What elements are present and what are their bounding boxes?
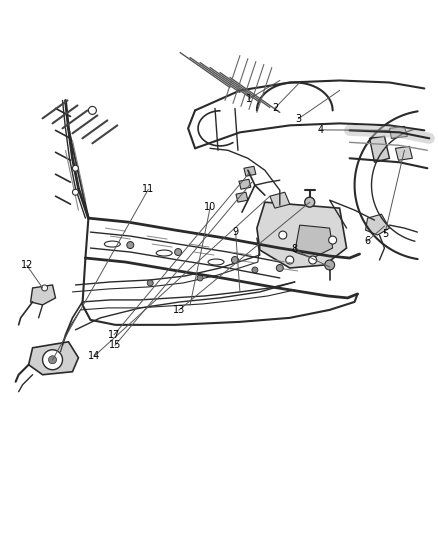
Polygon shape <box>239 179 251 189</box>
Ellipse shape <box>208 259 224 265</box>
Circle shape <box>42 285 48 291</box>
Circle shape <box>175 248 182 255</box>
Polygon shape <box>370 136 389 162</box>
Text: 8: 8 <box>291 245 297 254</box>
Circle shape <box>42 350 63 370</box>
Circle shape <box>279 231 287 239</box>
Circle shape <box>72 189 78 195</box>
Polygon shape <box>270 192 290 208</box>
Circle shape <box>197 275 203 281</box>
Circle shape <box>286 256 294 264</box>
Polygon shape <box>257 202 346 268</box>
Text: 15: 15 <box>109 340 121 350</box>
Text: 2: 2 <box>272 103 278 113</box>
Polygon shape <box>236 192 248 202</box>
Circle shape <box>328 236 337 244</box>
Text: 10: 10 <box>204 202 216 212</box>
Text: 12: 12 <box>21 261 33 270</box>
Circle shape <box>252 267 258 273</box>
Circle shape <box>309 256 317 264</box>
Polygon shape <box>396 147 413 160</box>
Circle shape <box>276 264 283 271</box>
Text: 1: 1 <box>246 94 252 104</box>
Polygon shape <box>28 342 78 375</box>
Text: 17: 17 <box>108 329 120 340</box>
Polygon shape <box>31 285 56 305</box>
Polygon shape <box>366 214 389 235</box>
Circle shape <box>325 260 335 270</box>
Ellipse shape <box>104 241 120 247</box>
Circle shape <box>49 356 57 364</box>
Polygon shape <box>244 166 256 176</box>
Circle shape <box>231 256 238 263</box>
Polygon shape <box>295 225 332 258</box>
Text: 13: 13 <box>173 305 185 315</box>
Text: 6: 6 <box>364 236 371 246</box>
Circle shape <box>147 280 153 286</box>
Circle shape <box>305 197 314 207</box>
Text: 3: 3 <box>295 114 301 124</box>
Text: 5: 5 <box>382 229 388 239</box>
Text: 9: 9 <box>233 227 239 237</box>
Text: 4: 4 <box>317 125 323 135</box>
Ellipse shape <box>156 250 172 256</box>
Text: 14: 14 <box>88 351 101 361</box>
Circle shape <box>88 107 96 115</box>
Polygon shape <box>389 126 407 139</box>
Circle shape <box>72 165 78 171</box>
Text: 11: 11 <box>142 184 154 195</box>
Circle shape <box>127 241 134 248</box>
